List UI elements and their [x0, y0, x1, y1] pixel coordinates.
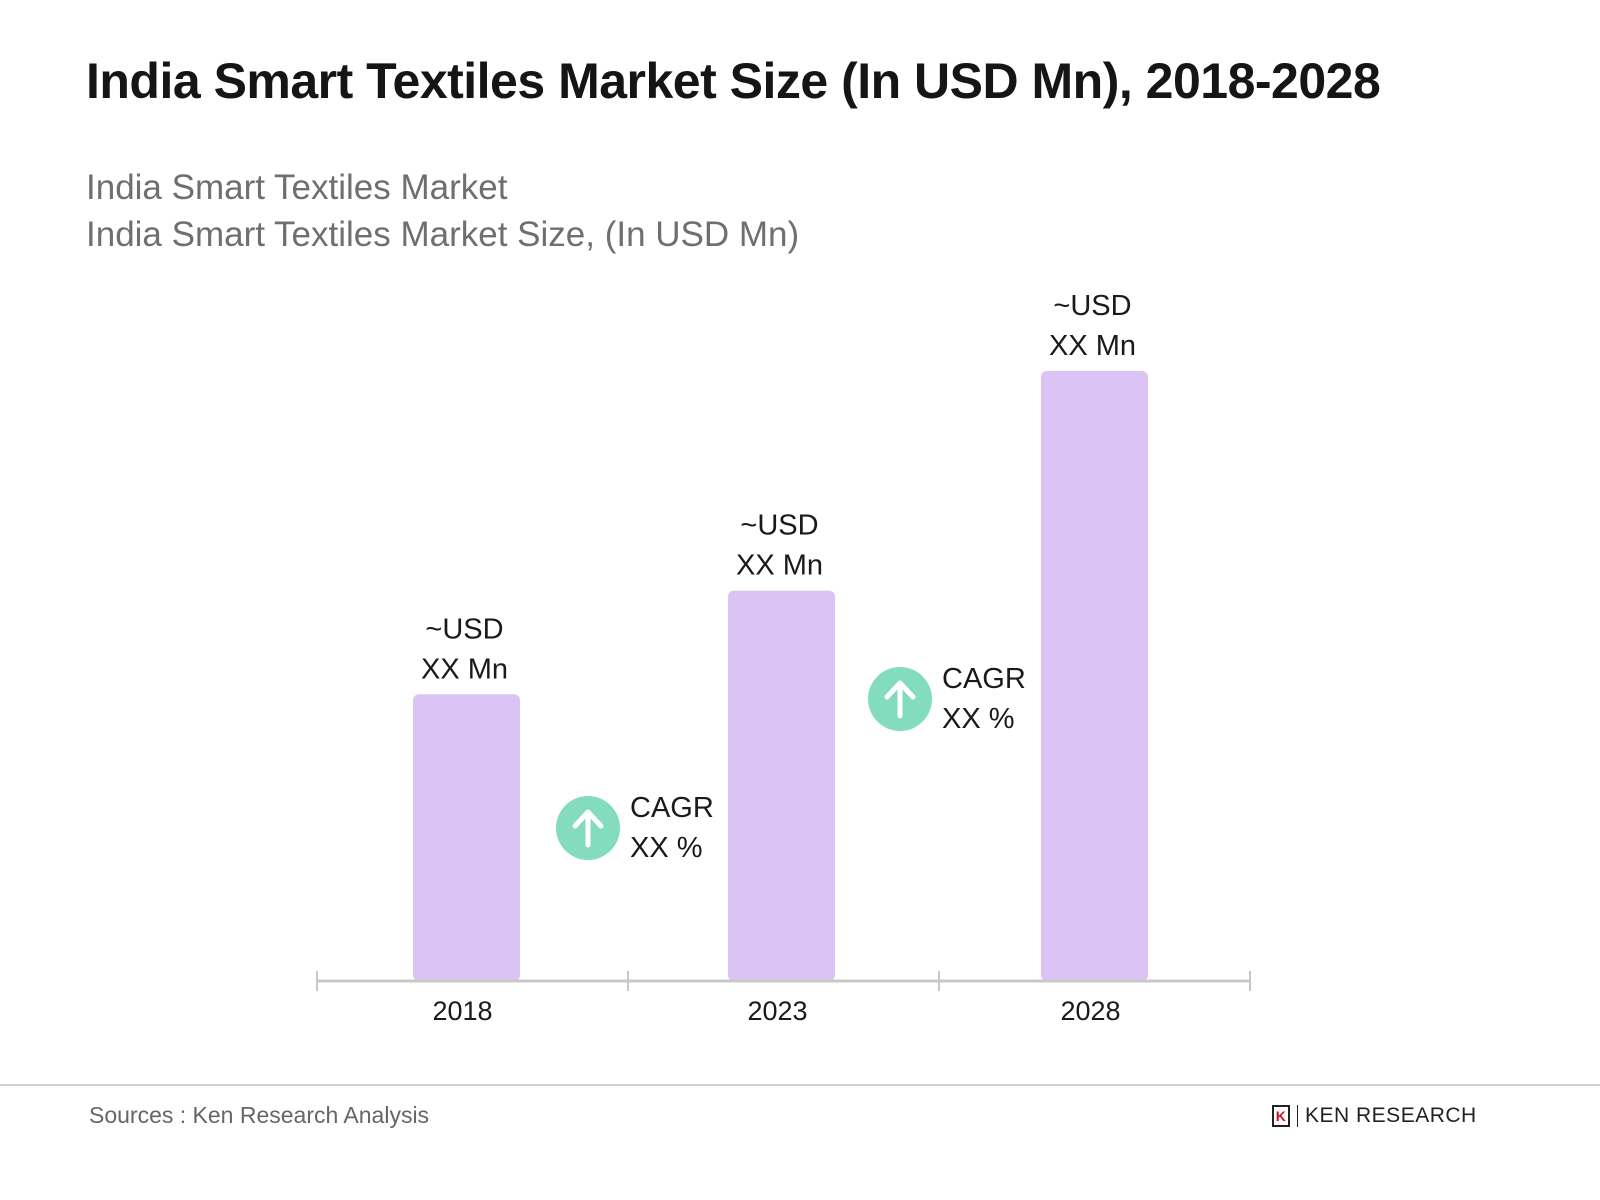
bar-2018: [413, 694, 520, 981]
chart-subtitle-2: India Smart Textiles Market Size, (In US…: [86, 215, 800, 254]
data-label-2028: XX Mn: [1049, 330, 1136, 362]
ken-research-logo: K KEN RESEARCH: [1272, 1104, 1477, 1128]
data-label-2018: ~USD: [425, 613, 503, 645]
data-label-2023: XX Mn: [736, 550, 823, 582]
data-label-2028: ~USD: [1053, 290, 1131, 322]
cagr-label: XX %: [630, 832, 703, 864]
logo-text: KEN RESEARCH: [1305, 1104, 1477, 1127]
data-label-2023: ~USD: [740, 510, 818, 542]
footer-divider: [0, 1084, 1600, 1086]
x-tick-label-2018: 2018: [432, 996, 492, 1026]
bar-2028: [1041, 371, 1148, 981]
source-note: Sources : Ken Research Analysis: [89, 1102, 430, 1128]
bar-2023: [728, 590, 835, 981]
data-label-2018: XX Mn: [421, 653, 508, 685]
cagr-label: CAGR: [942, 663, 1026, 695]
arrow-up-icon: [884, 680, 916, 719]
cagr-label: XX %: [942, 703, 1015, 735]
chart-subtitle-1: India Smart Textiles Market: [86, 168, 508, 207]
arrow-up-icon: [572, 809, 604, 848]
ken-logo-icon: K: [1272, 1105, 1290, 1127]
x-tick-label-2023: 2023: [747, 996, 807, 1026]
cagr-label: CAGR: [630, 792, 714, 824]
logo-separator: [1297, 1105, 1298, 1127]
chart-title: India Smart Textiles Market Size (In USD…: [86, 53, 1381, 109]
bar-chart: ~USD XX Mn 2018 ~USD XX Mn 2023 ~USD XX Mn 2028 C…: [316, 290, 1251, 1026]
x-tick-label-2028: 2028: [1060, 996, 1120, 1026]
